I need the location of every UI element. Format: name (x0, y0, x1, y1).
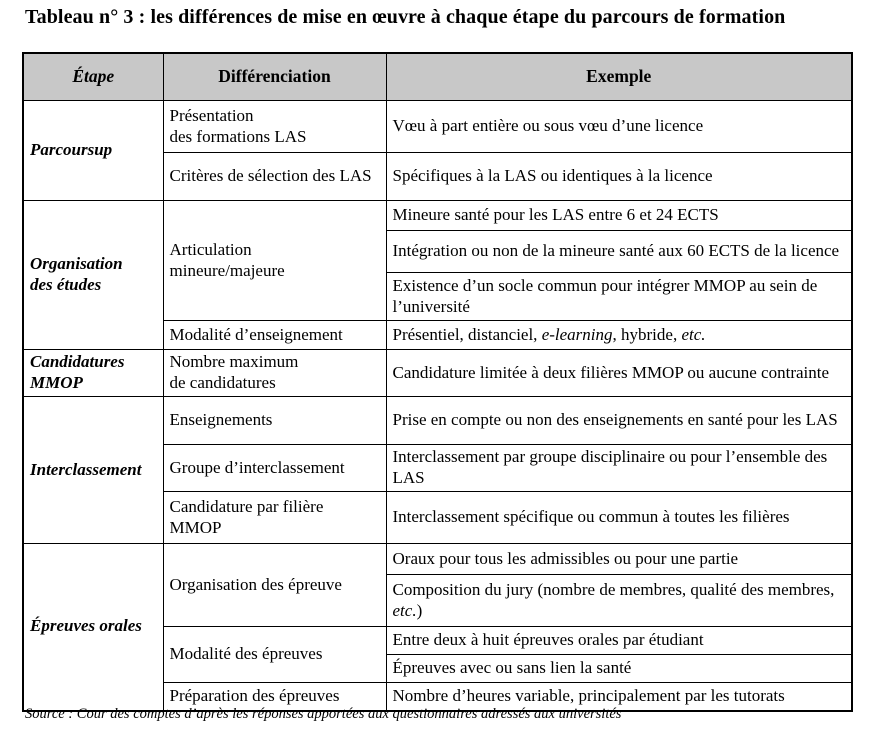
exemple-cell: Interclassement spécifique ou commun à t… (385, 491, 853, 544)
exemple-cell: Oraux pour tous les admissibles ou pour … (385, 543, 853, 575)
etape-cell-candidatures: Candidatures MMOP (22, 349, 164, 397)
differenciation-cell: Candidature par filière MMOP (162, 491, 387, 544)
exemple-cell: Vœu à part entière ou sous vœu d’une lic… (385, 100, 853, 153)
exemple-cell: Prise en compte ou non des enseignements… (385, 396, 853, 445)
differenciation-cell: Nombre maximum de candidatures (162, 349, 387, 397)
exemple-cell: Épreuves avec ou sans lien la santé (385, 654, 853, 683)
exemple-cell: Mineure santé pour les LAS entre 6 et 24… (385, 200, 853, 231)
exemple-cell: Intégration ou non de la mineure santé a… (385, 230, 853, 273)
table-row: Candidatures MMOP Nombre maximum de cand… (22, 349, 853, 397)
differenciation-cell: Enseignements (162, 396, 387, 445)
table-row: Modalité des épreuves Entre deux à huit … (23, 626, 853, 683)
table-row: Épreuves avec ou sans lien la santé (23, 654, 853, 683)
differenciation-cell: Groupe d’interclassement (162, 444, 387, 492)
exemple-cell: Spécifiques à la LAS ou identiques à la … (385, 152, 853, 201)
table-row: Intégration ou non de la mineure santé a… (23, 230, 853, 273)
table-row: Organisation des études Articulation min… (22, 200, 853, 350)
table-row: Interclassement Enseignements Prise en c… (22, 396, 853, 544)
header-cell-exemple: Exemple (385, 52, 853, 101)
differenciation-cell: Modalité des épreuves (162, 626, 387, 683)
table-row: Épreuves orales Organisation des épreuve… (22, 543, 853, 711)
exemple-cell: Entre deux à huit épreuves orales par ét… (385, 626, 853, 655)
differenciation-cell: Préparation des épreuves (162, 682, 387, 711)
page-title: Tableau n° 3 : les différences de mise e… (25, 6, 786, 28)
header-cell-differenciation: Différenciation (162, 52, 387, 101)
differenciation-cell: Organisation des épreuve (162, 543, 387, 627)
exemple-cell: Composition du jury (nombre de membres, … (385, 574, 853, 627)
etape-cell-epreuves-orales: Épreuves orales (22, 543, 164, 711)
differences-table: Étape Différenciation Exemple Parcoursup… (22, 52, 853, 712)
source-note: Source : Cour des comptes d’après les ré… (25, 706, 622, 722)
differenciation-cell: Critères de sélection des LAS (162, 152, 387, 201)
header-cell-etape: Étape (22, 52, 164, 101)
exemple-cell: Candidature limitée à deux filières MMOP… (385, 349, 853, 397)
table-row: Parcoursup Présentation des formations L… (22, 100, 853, 201)
differenciation-cell: Modalité d’enseignement (162, 320, 387, 350)
table-header-row: Étape Différenciation Exemple (22, 52, 853, 101)
table-row: Préparation des épreuves Nombre d’heures… (23, 682, 853, 711)
etape-cell-interclassement: Interclassement (22, 396, 164, 544)
exemple-cell: Nombre d’heures variable, principalement… (385, 682, 853, 711)
differenciation-cell: Articulation mineure/majeure (162, 200, 387, 321)
exemple-cell: Présentiel, distanciel, e-learning, hybr… (385, 320, 853, 350)
table-row: Candidature par filière MMOP Interclasse… (23, 491, 853, 544)
table-row: Groupe d’interclassement Interclassement… (23, 444, 853, 492)
etape-cell-organisation: Organisation des études (22, 200, 164, 350)
exemple-cell: Interclassement par groupe disciplinaire… (385, 444, 853, 492)
table-row: Existence d’un socle commun pour intégre… (23, 272, 853, 321)
etape-cell-parcoursup: Parcoursup (22, 100, 164, 201)
exemple-cell: Existence d’un socle commun pour intégre… (385, 272, 853, 321)
differenciation-cell: Présentation des formations LAS (162, 100, 387, 153)
